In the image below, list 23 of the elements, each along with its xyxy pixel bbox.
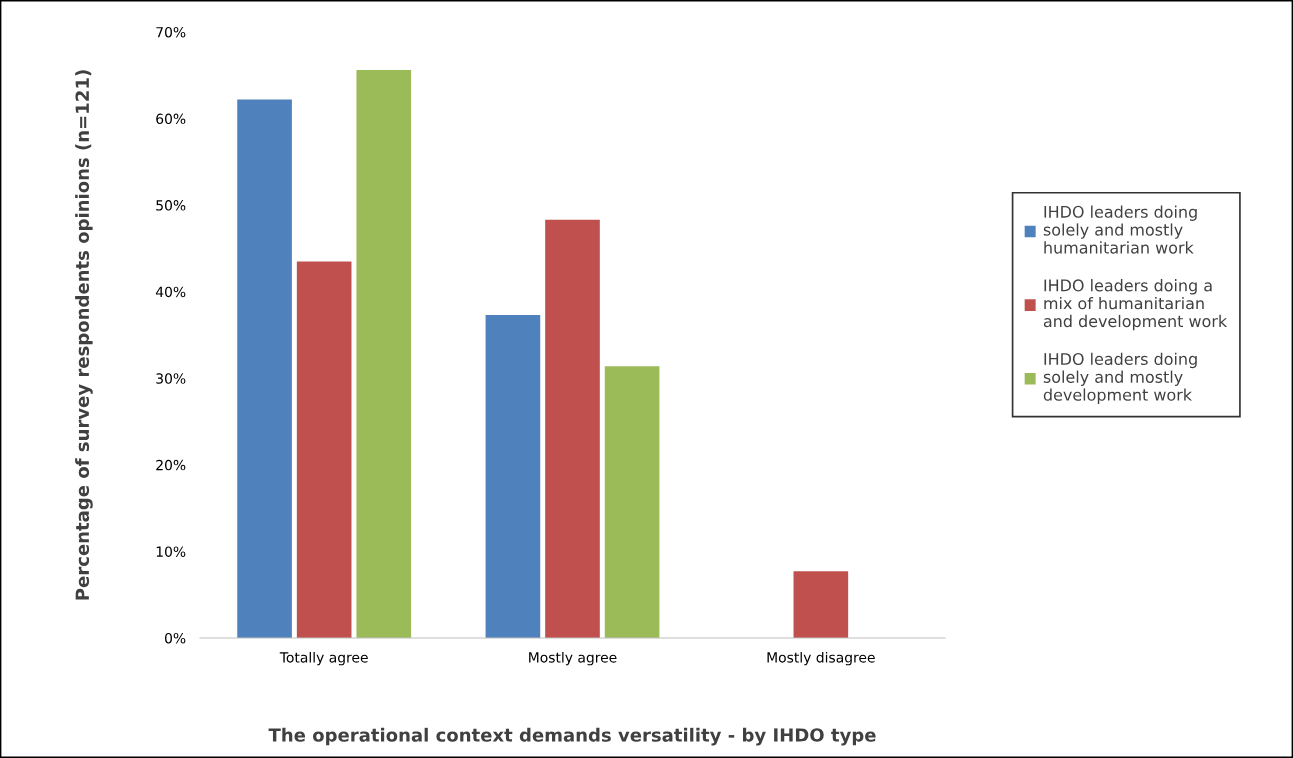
y-tick-label: 40%	[155, 286, 186, 298]
y-tick-label: 20%	[156, 459, 186, 471]
y-tick-label: 50%	[156, 200, 186, 211]
x-tick-label: Mostly disagree	[767, 651, 875, 666]
legend-label: IHDO leaders doing solely and mostly humanitarian work	[1043, 205, 1197, 254]
legend-label: IHDO leaders doing a mix of humanitarian and development work	[1043, 279, 1228, 331]
bar	[237, 99, 292, 638]
y-tick-label: 0%	[164, 632, 186, 644]
x-tick-label: Mostly agree	[529, 651, 617, 666]
bar	[545, 219, 600, 638]
bar	[793, 571, 849, 638]
x-axis-title: The operational context demands versatility - by IHDO type	[268, 727, 876, 746]
bar	[604, 366, 660, 638]
legend-label: IHDO leaders doing solely and mostly development work	[1043, 352, 1197, 404]
bar	[296, 261, 352, 638]
x-tick-label: Totally agree	[279, 651, 368, 666]
y-tick-label: 60%	[156, 113, 186, 125]
y-tick-label: 70%	[156, 26, 186, 38]
bar	[356, 70, 412, 638]
y-tick-label: 10%	[156, 546, 186, 557]
y-axis-title: Percentage of survey respondents opinions (n=121)	[75, 70, 93, 600]
y-tick-label: 30%	[156, 373, 186, 384]
bar	[485, 315, 541, 638]
